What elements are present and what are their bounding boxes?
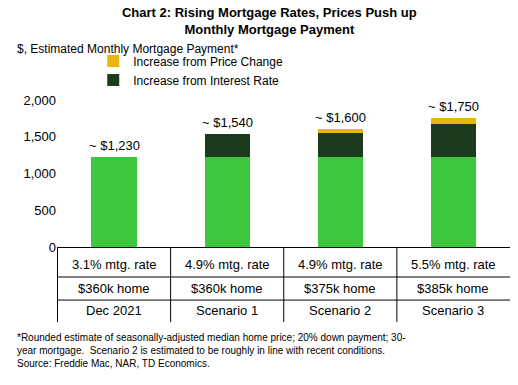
svg-text:Dec 2021: Dec 2021 [86,303,142,318]
svg-text:4.9% mtg. rate: 4.9% mtg. rate [298,257,383,272]
svg-text:1,500: 1,500 [23,129,56,144]
svg-text:~ $1,230: ~ $1,230 [89,138,140,153]
svg-text:Increase from Interest Rate: Increase from Interest Rate [133,74,279,88]
svg-text:~ $1,750: ~ $1,750 [428,99,479,114]
svg-text:Scenario 3: Scenario 3 [422,303,484,318]
svg-text:1,000: 1,000 [23,166,56,181]
svg-text:*Rounded estimate of seasonall: *Rounded estimate of seasonally-adjusted… [17,332,406,369]
svg-text:4.9% mtg. rate: 4.9% mtg. rate [185,257,270,272]
svg-text:2,000: 2,000 [23,93,56,108]
svg-text:~ $1,600: ~ $1,600 [315,110,366,125]
svg-text:Increase from Price Change: Increase from Price Change [133,55,283,69]
svg-text:5.5% mtg. rate: 5.5% mtg. rate [411,257,496,272]
svg-text:Scenario 2: Scenario 2 [309,303,371,318]
svg-text:$360k home: $360k home [78,281,150,296]
svg-text:~ $1,540: ~ $1,540 [202,115,253,130]
svg-text:500: 500 [34,203,56,218]
svg-text:$385k home: $385k home [417,281,489,296]
svg-text:0: 0 [49,240,56,255]
svg-text:Chart 2: Rising Mortgage Rates: Chart 2: Rising Mortgage Rates, Prices P… [122,5,417,37]
svg-text:Scenario 1: Scenario 1 [196,303,258,318]
svg-text:$375k home: $375k home [304,281,376,296]
svg-text:$, Estimated Monthly Mortgage: $, Estimated Monthly Mortgage Payment* [17,42,239,56]
svg-text:3.1% mtg. rate: 3.1% mtg. rate [72,257,157,272]
svg-text:$360k home: $360k home [191,281,263,296]
